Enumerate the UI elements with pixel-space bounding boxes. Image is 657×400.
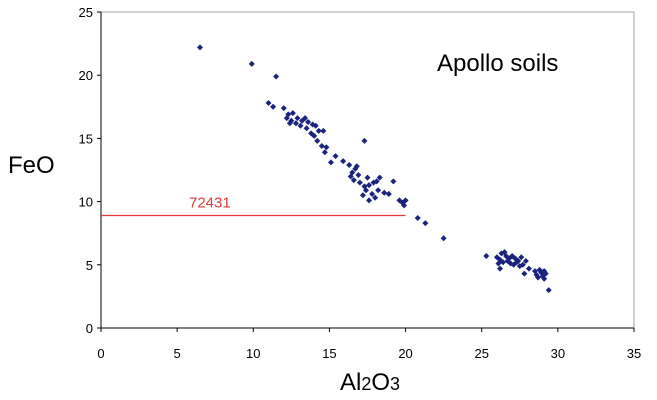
data-point — [248, 60, 255, 67]
data-point — [297, 122, 304, 129]
data-point — [422, 220, 429, 227]
data-point — [385, 191, 392, 198]
x-label-sub-2: 2 — [361, 374, 371, 394]
data-point — [525, 265, 532, 272]
data-point — [302, 115, 309, 122]
data-point — [340, 158, 347, 165]
data-point — [265, 100, 272, 107]
data-point — [273, 73, 280, 80]
data-point — [318, 142, 325, 149]
x-tick-group: 0 5 10 15 20 25 30 35 — [97, 328, 641, 361]
y-tick-label: 20 — [79, 68, 93, 83]
y-tick-label: 25 — [79, 5, 93, 20]
data-point — [283, 115, 290, 122]
reference-line-label: 72431 — [189, 195, 231, 212]
y-axis-label: FeO — [8, 152, 55, 179]
x-axis-label: Al2O3 — [340, 369, 400, 396]
data-point — [375, 187, 382, 194]
x-label-sub-3: 3 — [390, 374, 400, 394]
x-tick-label: 5 — [174, 346, 181, 361]
data-point — [314, 137, 321, 144]
y-tick-label: 5 — [86, 258, 93, 273]
data-point — [332, 153, 339, 160]
data-point — [356, 179, 363, 186]
data-point — [366, 182, 373, 189]
data-point — [535, 274, 542, 281]
data-point — [346, 161, 353, 168]
data-point — [355, 172, 362, 179]
data-point — [483, 252, 490, 259]
data-point — [402, 197, 409, 204]
data-point — [270, 103, 277, 110]
data-point — [362, 187, 369, 194]
y-tick-group: 0 5 10 15 20 25 — [79, 5, 101, 336]
data-point — [196, 44, 203, 51]
data-point — [311, 132, 318, 139]
data-point — [414, 215, 421, 222]
data-point — [518, 254, 525, 261]
data-point — [500, 259, 507, 266]
data-point — [522, 258, 529, 265]
data-point — [510, 261, 517, 268]
y-tick-label: 10 — [79, 195, 93, 210]
data-point — [364, 174, 371, 181]
data-point — [542, 270, 549, 277]
data-point — [521, 270, 528, 277]
data-point — [286, 120, 293, 127]
data-point — [361, 137, 368, 144]
data-point — [401, 202, 408, 209]
data-point — [303, 125, 310, 132]
x-tick-label: 0 — [97, 346, 104, 361]
data-point — [327, 159, 334, 166]
y-tick-label: 0 — [86, 321, 93, 336]
y-tick-label: 15 — [79, 131, 93, 146]
data-point — [545, 287, 552, 294]
x-tick-label: 25 — [474, 346, 488, 361]
data-point — [390, 178, 397, 185]
x-tick-label: 35 — [627, 346, 641, 361]
data-point — [372, 194, 379, 201]
data-point — [369, 191, 376, 198]
x-tick-label: 10 — [246, 346, 260, 361]
reference-line-group: 72431 — [101, 195, 406, 217]
data-point — [312, 122, 319, 129]
data-point — [541, 275, 548, 282]
x-label-al: Al — [340, 369, 361, 396]
data-point — [320, 127, 327, 134]
data-point — [373, 178, 380, 185]
data-point — [366, 197, 373, 204]
x-tick-label: 20 — [398, 346, 412, 361]
data-point — [292, 120, 299, 127]
data-point — [305, 118, 312, 125]
data-point — [323, 144, 330, 151]
x-tick-label: 30 — [551, 346, 565, 361]
x-label-o: O — [371, 369, 390, 396]
data-point — [321, 149, 328, 156]
data-point — [353, 163, 360, 170]
data-point — [516, 263, 523, 270]
data-point — [289, 110, 296, 117]
chart-title: Apollo soils — [437, 50, 558, 77]
data-point — [496, 265, 503, 272]
data-point — [504, 258, 511, 265]
data-point — [381, 189, 388, 196]
data-point — [376, 174, 383, 181]
data-point — [315, 127, 322, 134]
data-point — [359, 192, 366, 199]
data-point — [350, 177, 357, 184]
data-point — [440, 235, 447, 242]
data-point-group — [196, 44, 552, 294]
data-point — [280, 105, 287, 112]
data-point — [294, 115, 301, 122]
data-point — [347, 173, 354, 180]
x-tick-label: 15 — [322, 346, 336, 361]
